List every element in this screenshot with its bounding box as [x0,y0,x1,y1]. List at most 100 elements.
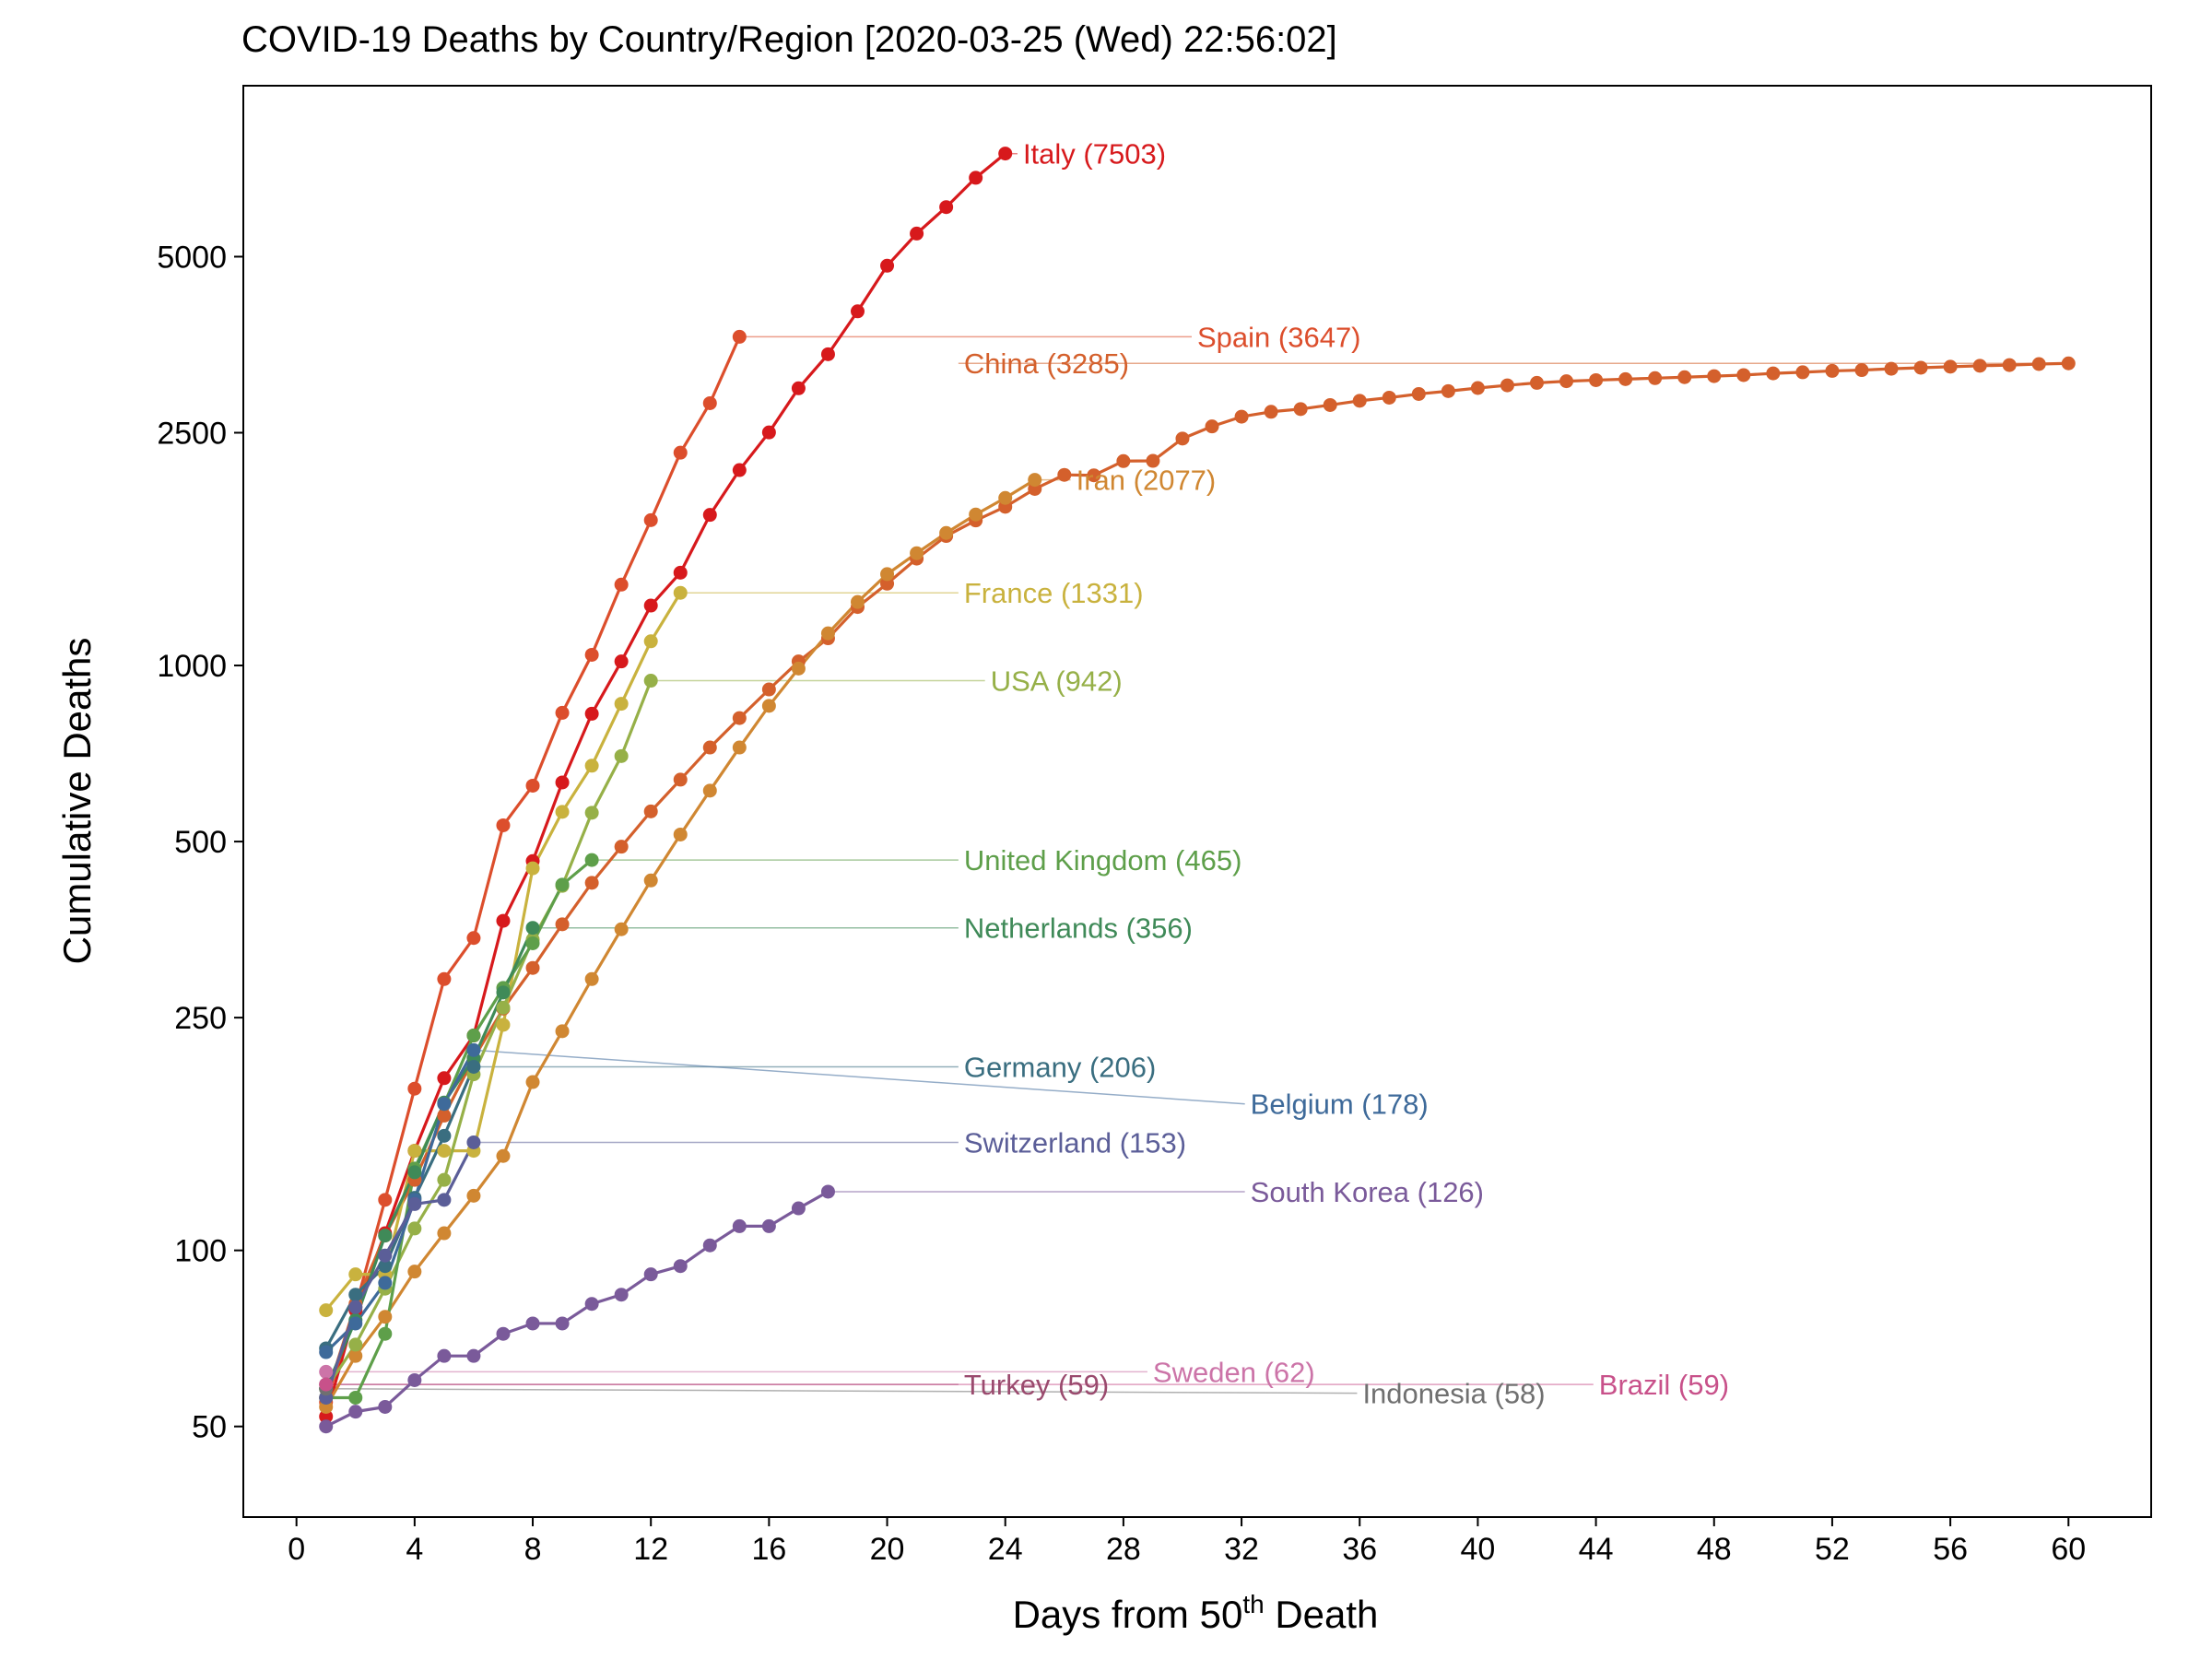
data-point-iran [525,1075,540,1089]
data-point-iran [614,922,629,936]
x-tick-label: 0 [288,1532,305,1567]
data-point-switzerland [348,1300,363,1314]
series-points [319,147,2076,1434]
data-point-italy [791,381,806,395]
data-point-italy [732,463,747,477]
data-point-italy [614,654,629,669]
data-point-italy [643,598,658,613]
data-point-netherlands [525,921,540,935]
data-point-south-korea [584,1297,599,1312]
label-leader-lines [325,152,2069,1394]
data-point-usa [496,1000,511,1015]
data-point-china [1234,409,1249,424]
data-point-switzerland [466,1135,481,1149]
data-point-south-korea [791,1201,806,1216]
plot-panel [242,85,2152,1518]
data-point-france [407,1144,422,1159]
series-label-switzerland: Switzerland (153) [964,1126,1186,1159]
data-point-italy [880,258,895,273]
data-point-china [1057,467,1072,482]
data-point-south-korea [378,1399,393,1414]
series-label-south-korea: South Korea (126) [1251,1176,1484,1208]
leader-line-belgium [473,1049,1245,1105]
data-point-china [1677,370,1692,384]
data-point-belgium [378,1276,393,1290]
series-line-united-kingdom [325,858,594,1400]
series-label-germany: Germany (206) [964,1051,1156,1083]
data-point-italy [584,706,599,721]
x-tick-label: 40 [1460,1532,1495,1567]
data-point-china [1884,361,1899,376]
series-label-italy: Italy (7503) [1023,138,1166,171]
data-point-spain [378,1193,393,1207]
data-point-china [1736,368,1751,382]
data-point-south-korea [407,1372,422,1387]
data-point-france [496,1018,511,1032]
data-point-china [2002,358,2017,372]
data-point-belgium [437,1097,452,1112]
data-point-france [319,1303,334,1318]
x-tick-label: 36 [1342,1532,1377,1567]
series-label-sweden: Sweden (62) [1153,1356,1315,1388]
data-point-china [1972,359,1987,373]
data-point-china [1943,359,1958,374]
data-point-italy [555,775,570,790]
data-point-iran [880,567,895,582]
data-point-usa [614,748,629,763]
series-label-spain: Spain (3647) [1197,321,1361,353]
x-axis-title-sup: th [1242,1590,1264,1618]
data-point-iran [969,507,983,522]
data-point-iran [496,1148,511,1163]
data-point-france [525,861,540,876]
data-point-france [643,634,658,649]
data-point-italy [939,200,954,215]
data-point-china [1411,386,1426,401]
data-point-switzerland [407,1196,422,1211]
chart-title: COVID-19 Deaths by Country/Region [2020-… [241,19,1337,60]
data-point-spain [555,705,570,720]
data-point-china [702,740,717,755]
data-point-usa [437,1172,452,1187]
series-label-brazil: Brazil (59) [1599,1369,1729,1401]
data-point-france [437,1144,452,1159]
x-tick-label: 32 [1224,1532,1259,1567]
data-point-italy [998,147,1013,161]
data-point-united-kingdom [378,1326,393,1341]
data-point-china [761,682,776,697]
series-label-usa: USA (942) [991,665,1123,698]
data-point-usa [407,1221,422,1236]
data-point-south-korea [820,1184,835,1199]
data-point-china [437,1108,452,1123]
data-point-france [348,1267,363,1282]
data-point-spain [614,577,629,592]
data-point-switzerland [378,1248,393,1263]
data-point-iran [791,661,806,676]
series-label-indonesia: Indonesia (58) [1362,1378,1545,1410]
x-tick-label: 48 [1697,1532,1732,1567]
data-point-italy [319,1409,334,1424]
data-point-south-korea [761,1218,776,1233]
data-point-iran [820,626,835,641]
data-point-iran [761,699,776,713]
data-point-china [673,772,688,787]
data-point-spain [584,647,599,662]
data-point-iran [378,1310,393,1324]
series-line-italy [324,152,1006,1418]
x-tick-label: 52 [1815,1532,1850,1567]
data-point-italy [673,565,688,580]
data-point-iran [348,1348,363,1363]
data-point-spain [673,445,688,460]
series-label-belgium: Belgium (178) [1251,1088,1429,1121]
data-point-spain [643,512,658,527]
data-point-germany [348,1288,363,1302]
data-point-france [584,759,599,773]
axis-ticks: 0 4 8 12 16 20 24 28 32 36 40 44 48 52 56 6050100250500… [157,240,2086,1567]
series-label-china: China (3285) [964,347,1129,380]
data-point-united-kingdom [584,853,599,867]
data-point-italy [496,913,511,928]
data-point-iran [407,1265,422,1279]
data-point-south-korea [496,1326,511,1341]
x-tick-label: 12 [633,1532,668,1567]
y-tick-label: 100 [174,1234,227,1269]
